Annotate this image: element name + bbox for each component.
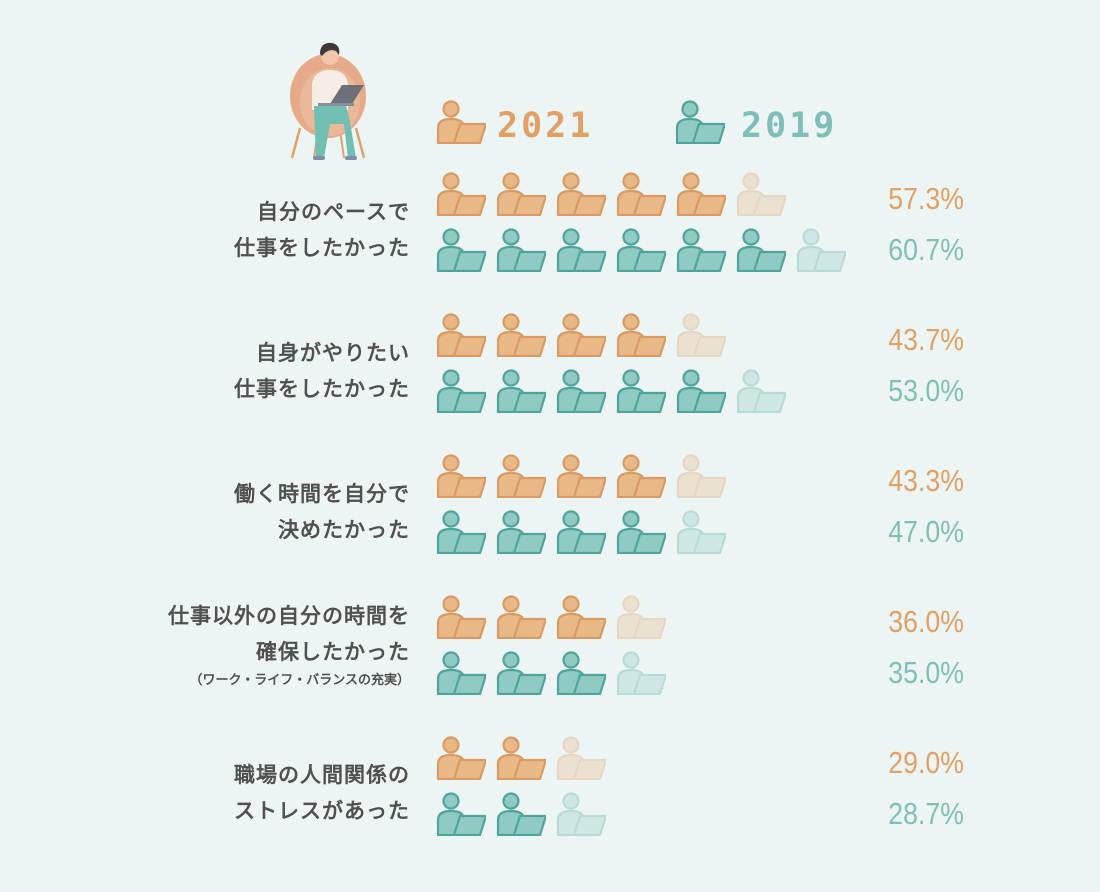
pictogram-icon-2021 xyxy=(436,595,486,639)
pictogram-icon-2019 xyxy=(436,510,486,554)
pictogram-icon-2021 xyxy=(556,595,606,639)
pictogram-icon-2021 xyxy=(616,313,666,357)
pictogram-icon-2019 xyxy=(556,651,606,695)
pictogram-icon-2021 xyxy=(496,172,546,216)
pictogram-icon-2019 xyxy=(676,228,726,272)
value-label-2021: 36.0% xyxy=(888,604,964,639)
category-label-line: ストレスがあった xyxy=(234,799,410,823)
pictogram-icon-2019 xyxy=(436,369,486,413)
pictogram-icon-2021 xyxy=(496,736,546,780)
pictogram-icon-2021 xyxy=(556,313,606,357)
pictogram-icon-2019 xyxy=(556,369,606,413)
value-label-2019: 60.7% xyxy=(888,232,964,267)
pictogram-icon-2021 xyxy=(616,454,666,498)
legend-icon-2021 xyxy=(436,100,486,144)
person-in-chair-with-laptop-icon xyxy=(290,42,366,160)
value-label-2021: 43.7% xyxy=(888,322,964,357)
category-label-line: 仕事をしたかった xyxy=(234,377,410,401)
pictogram-icon-faded-2021 xyxy=(736,172,786,216)
pictogram-icon-2019 xyxy=(556,510,606,554)
pictogram-icon-faded-2019 xyxy=(556,792,606,836)
legend-label-2019: 2019 xyxy=(741,106,838,146)
pictogram-icon-faded-2021 xyxy=(676,313,726,357)
category-label-line: 職場の人間関係の xyxy=(234,763,410,787)
category-label-line: 決めたかった xyxy=(278,518,410,542)
pictogram-icon-2019 xyxy=(436,228,486,272)
pictogram-icon-2019 xyxy=(436,792,486,836)
category-label: 仕事以外の自分の時間を 確保したかった （ワーク・ライフ・バランスの充実） xyxy=(168,598,410,692)
value-label-2019: 47.0% xyxy=(888,514,964,549)
category-label-line: 働く時間を自分で xyxy=(234,482,410,506)
pictogram-icon-2021 xyxy=(556,454,606,498)
pictogram-icon-2019 xyxy=(436,651,486,695)
value-label-2019: 53.0% xyxy=(888,373,964,408)
category-label: 職場の人間関係の ストレスがあった xyxy=(234,757,410,829)
value-label-2021: 43.3% xyxy=(888,463,964,498)
category-label: 自分のペースで 仕事をしたかった xyxy=(234,194,410,266)
pictogram-icon-2019 xyxy=(496,228,546,272)
pictogram-icon-2019 xyxy=(676,369,726,413)
pictogram-icon-faded-2019 xyxy=(616,651,666,695)
category-label: 自身がやりたい 仕事をしたかった xyxy=(234,335,410,407)
pictogram-icon-2021 xyxy=(436,736,486,780)
pictogram-icon-faded-2021 xyxy=(616,595,666,639)
value-label-2019: 35.0% xyxy=(888,655,964,690)
pictogram-icon-2019 xyxy=(496,369,546,413)
value-label-2019: 28.7% xyxy=(888,796,964,831)
legend-label-2021: 2021 xyxy=(497,106,594,146)
pictogram-icon-faded-2019 xyxy=(796,228,846,272)
category-label-note: （ワーク・ライフ・バランスの充実） xyxy=(189,673,410,688)
pictogram-icon-2021 xyxy=(436,313,486,357)
value-label-2021: 29.0% xyxy=(888,745,964,780)
category-label-line: 仕事をしたかった xyxy=(234,236,410,260)
pictogram-icon-2021 xyxy=(436,172,486,216)
pictogram-icon-faded-2021 xyxy=(556,736,606,780)
pictogram-icon-2021 xyxy=(496,595,546,639)
category-label-line: 確保したかった xyxy=(256,640,410,664)
category-label-line: 仕事以外の自分の時間を xyxy=(168,604,410,628)
pictogram-icon-2019 xyxy=(616,510,666,554)
pictogram-icon-2019 xyxy=(616,369,666,413)
pictogram-icon-faded-2019 xyxy=(736,369,786,413)
pictogram-icon-2021 xyxy=(496,454,546,498)
category-label: 働く時間を自分で 決めたかった xyxy=(234,476,410,548)
pictogram-icon-2019 xyxy=(496,651,546,695)
pictogram-icon-2021 xyxy=(436,454,486,498)
pictogram-icon-faded-2021 xyxy=(676,454,726,498)
value-label-2021: 57.3% xyxy=(888,181,964,216)
pictogram-icon-2021 xyxy=(496,313,546,357)
pictogram-icon-2019 xyxy=(736,228,786,272)
pictogram-icon-2019 xyxy=(496,510,546,554)
pictogram-icon-2019 xyxy=(616,228,666,272)
category-label-line: 自分のペースで xyxy=(257,200,410,224)
pictogram-icon-2019 xyxy=(556,228,606,272)
pictogram-icon-2021 xyxy=(616,172,666,216)
category-label-line: 自身がやりたい xyxy=(256,341,410,365)
pictogram-icon-2021 xyxy=(676,172,726,216)
legend-icon-2019 xyxy=(675,100,725,144)
pictogram-icon-faded-2019 xyxy=(676,510,726,554)
pictogram-icon-2021 xyxy=(556,172,606,216)
pictogram-icon-2019 xyxy=(496,792,546,836)
